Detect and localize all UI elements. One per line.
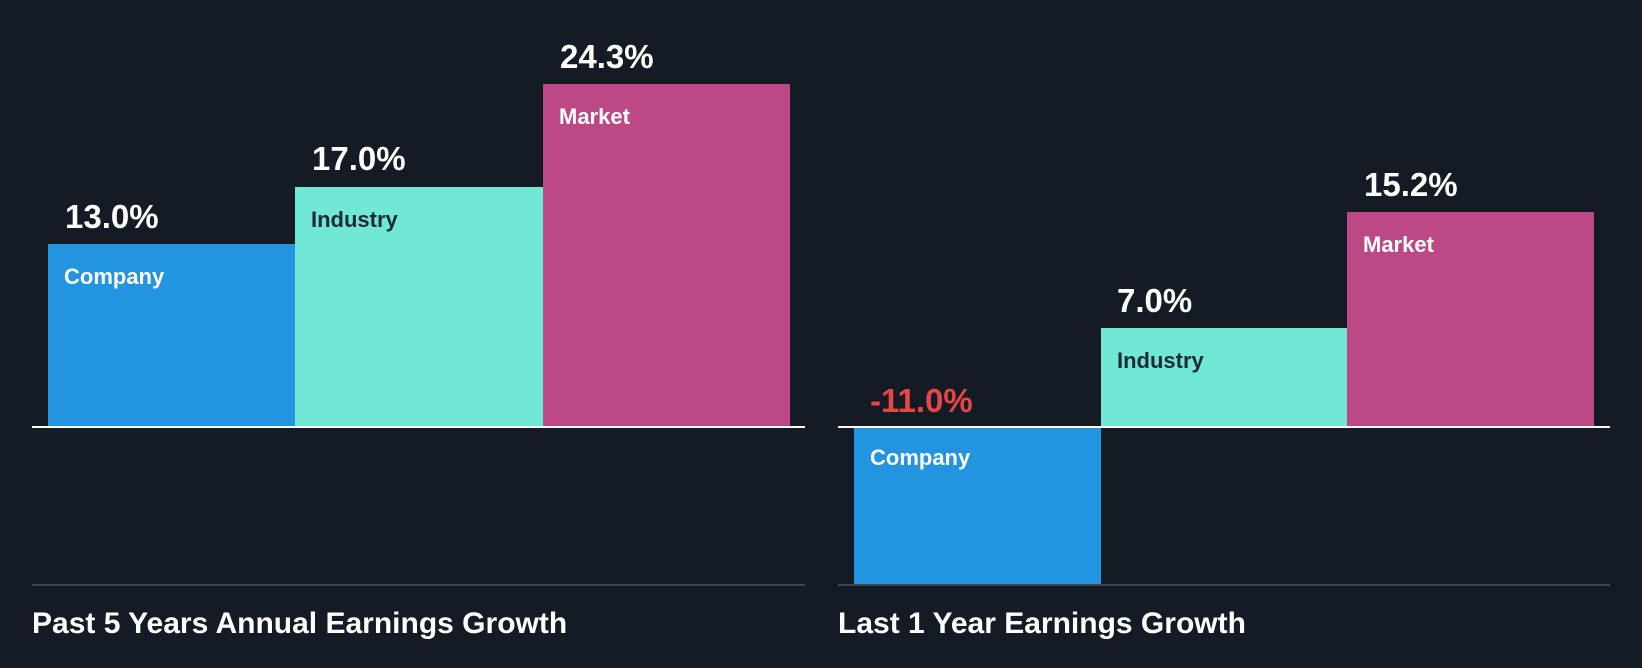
chart-5yr-earnings-growth: Company Industry Market 13.0% 17.0% 24.3… <box>0 0 820 668</box>
bar-label-company: Company <box>64 264 165 289</box>
bar-industry: Industry <box>295 187 543 427</box>
bar-company: Company <box>854 427 1101 584</box>
chart-title: Past 5 Years Annual Earnings Growth <box>32 607 568 640</box>
value-label-industry: 17.0% <box>312 140 406 177</box>
zero-baseline <box>838 426 1610 428</box>
bar-label-industry: Industry <box>1117 348 1204 373</box>
bar-market: Market <box>1347 212 1594 427</box>
bar-label-industry: Industry <box>311 207 398 232</box>
value-label-market: 24.3% <box>560 38 654 75</box>
value-label-market: 15.2% <box>1364 166 1458 203</box>
value-label-industry: 7.0% <box>1117 282 1193 319</box>
bar-label-market: Market <box>1363 232 1434 257</box>
bar-market: Market <box>543 84 790 427</box>
bottom-axis-line <box>32 584 805 586</box>
value-label-company: 13.0% <box>65 198 159 235</box>
bar-company: Company <box>48 244 295 427</box>
chart-title: Last 1 Year Earnings Growth <box>838 607 1246 640</box>
bottom-axis-line <box>838 584 1610 586</box>
bar-industry: Industry <box>1101 328 1347 427</box>
value-label-company-negative: -11.0% <box>870 382 973 419</box>
bar-label-company: Company <box>870 445 971 470</box>
zero-baseline <box>32 426 805 428</box>
bar-label-market: Market <box>559 104 630 129</box>
